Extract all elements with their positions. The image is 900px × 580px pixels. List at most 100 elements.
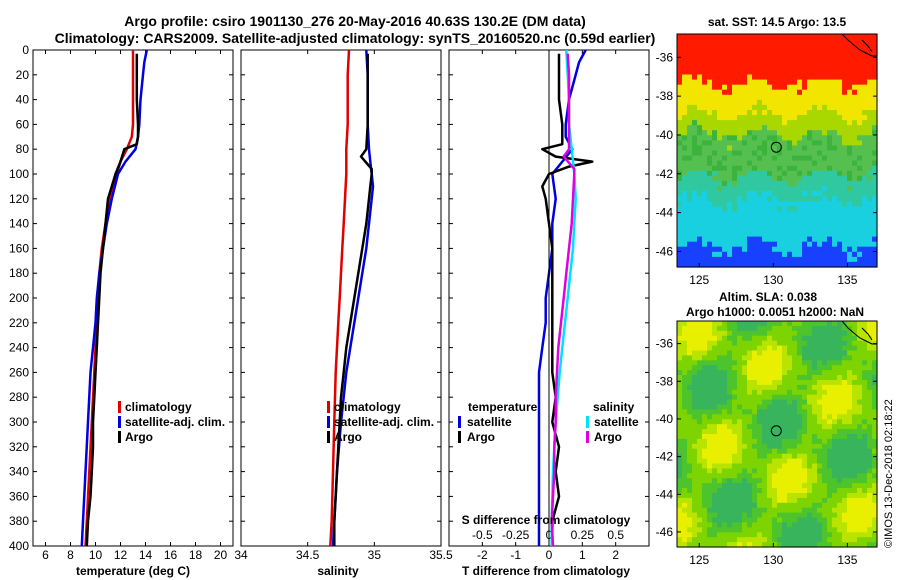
- map-cell: [812, 384, 818, 391]
- map-cell: [782, 150, 788, 157]
- map-cell: [812, 527, 818, 533]
- map-cell: [817, 355, 823, 361]
- map-cell: [692, 345, 698, 352]
- map-cell: [802, 453, 808, 460]
- map-cell: [727, 191, 733, 197]
- map-cell: [772, 512, 778, 519]
- map-cell: [802, 84, 808, 91]
- map-cell: [682, 256, 688, 263]
- map-cell: [762, 165, 768, 172]
- map-cell: [692, 394, 698, 401]
- map-cell: [827, 49, 833, 55]
- map-cell: [712, 463, 718, 469]
- map-cell: [867, 49, 873, 55]
- map-cell: [727, 175, 733, 182]
- map-cell: [832, 79, 838, 86]
- sst-map-panel: sat. SST: 14.5 Argo: 13.5 125 130 135-36-3…: [656, 15, 878, 287]
- map-cell: [722, 463, 728, 469]
- map-cell: [842, 84, 848, 91]
- map-cell: [737, 221, 743, 228]
- map-cell: [837, 165, 843, 172]
- map-cell: [807, 246, 813, 253]
- map-cell: [742, 507, 748, 514]
- map-cell: [792, 443, 798, 450]
- map-cell: [837, 330, 843, 337]
- map-cell: [867, 64, 873, 71]
- map-cell: [772, 375, 778, 381]
- map-cell: [752, 380, 758, 386]
- map-cell: [847, 49, 853, 55]
- map-cell: [782, 256, 788, 263]
- map-cell: [842, 140, 848, 147]
- series-line-satellite-adj-clim-: [80, 49, 149, 547]
- map-cell: [692, 140, 698, 147]
- map-cell: [687, 493, 693, 499]
- map-cell: [687, 110, 693, 116]
- map-cell: [697, 443, 703, 450]
- map-cell: [792, 448, 798, 455]
- map-cell: [787, 335, 793, 342]
- map-cell: [827, 522, 833, 528]
- map-cell: [767, 468, 773, 474]
- map-cell: [732, 404, 738, 410]
- map-cell: [827, 120, 833, 126]
- map-cell: [757, 74, 763, 81]
- map-cell: [807, 429, 813, 435]
- map-cell: [787, 49, 793, 55]
- map-cell: [742, 89, 748, 96]
- map-cell: [852, 216, 858, 222]
- map-cell: [702, 226, 708, 233]
- map-cell: [777, 206, 783, 212]
- map-cell: [857, 140, 863, 147]
- map-cell: [862, 517, 868, 523]
- map-cell: [677, 79, 683, 86]
- map-cell: [787, 414, 793, 420]
- depth-tick-label: 100: [9, 167, 29, 181]
- map-cell: [697, 49, 703, 55]
- map-cell: [827, 542, 833, 548]
- map-cell: [842, 155, 848, 162]
- map-cell: [777, 522, 783, 528]
- map-cell: [807, 512, 813, 519]
- map-cell: [832, 542, 838, 548]
- map-cell: [677, 135, 683, 141]
- map-cell: [837, 34, 843, 40]
- map-y-tick-label: -42: [656, 450, 674, 464]
- map-cell: [847, 497, 853, 504]
- map-cell: [747, 448, 753, 455]
- map-cell: [722, 335, 728, 342]
- map-cell: [797, 175, 803, 182]
- map-cell: [807, 463, 813, 469]
- map-cell: [682, 79, 688, 86]
- map-cell: [732, 104, 738, 111]
- map-cell: [717, 94, 723, 101]
- map-cell: [752, 325, 758, 332]
- map-cell: [762, 180, 768, 187]
- map-cell: [772, 335, 778, 342]
- map-cell: [832, 394, 838, 401]
- map-cell: [707, 335, 713, 342]
- map-cell: [842, 226, 848, 233]
- map-cell: [862, 170, 868, 177]
- map-cell: [747, 355, 753, 361]
- map-cell: [807, 488, 813, 494]
- map-cell: [772, 350, 778, 356]
- map-cell: [867, 110, 873, 116]
- map-cell: [857, 527, 863, 533]
- map-cell: [822, 115, 828, 121]
- map-cell: [847, 145, 853, 152]
- map-cell: [712, 375, 718, 381]
- map-cell: [792, 360, 798, 366]
- map-cell: [717, 59, 723, 65]
- map-cell: [797, 251, 803, 258]
- map-cell: [767, 399, 773, 406]
- map-cell: [737, 493, 743, 499]
- temperature-panel: 0204060801001201401601802002202402602803…: [9, 43, 649, 578]
- map-cell: [832, 409, 838, 415]
- map-cell: [737, 64, 743, 71]
- map-cell: [697, 125, 703, 131]
- map-cell: [752, 330, 758, 337]
- map-cell: [752, 211, 758, 217]
- map-cell: [717, 434, 723, 440]
- map-cell: [867, 34, 873, 40]
